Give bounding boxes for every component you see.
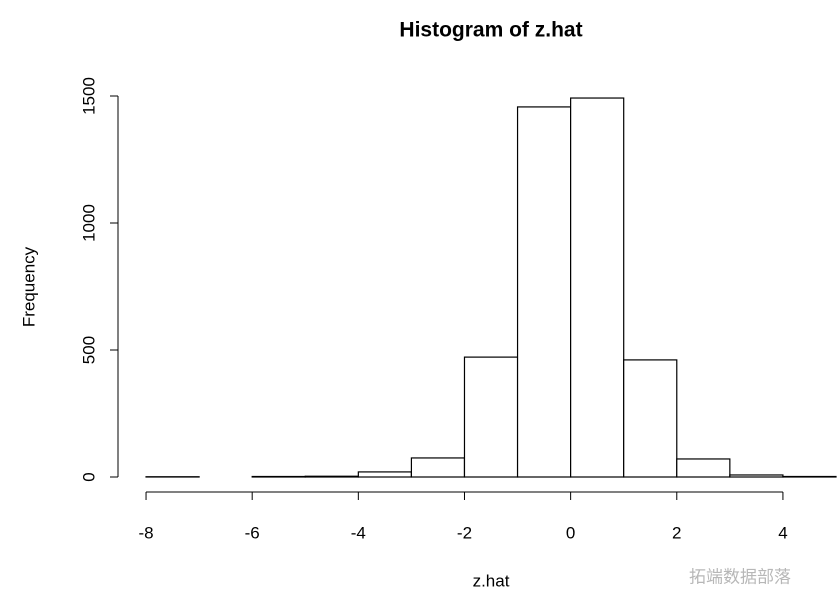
x-tick-label: 0 (566, 523, 575, 542)
bar (516, 106, 572, 478)
y-tick-label: 500 (79, 336, 98, 364)
y-tick-label: 0 (79, 472, 98, 481)
x-tick-label: -2 (457, 523, 472, 542)
x-axis-label: z.hat (473, 571, 510, 590)
bar (410, 457, 466, 478)
bar (676, 458, 731, 478)
x-tick-label: -6 (245, 523, 260, 542)
y-axis-label: Frequency (19, 246, 38, 327)
y-tick-label: 1000 (79, 204, 98, 242)
x-tick-label: -8 (138, 523, 153, 542)
watermark: 拓端数据部落 (689, 567, 791, 586)
bar (570, 97, 625, 478)
x-tick-label: 2 (672, 523, 681, 542)
bar (729, 474, 784, 478)
bar (463, 356, 519, 478)
bar (623, 359, 678, 478)
x-tick-label: 4 (778, 523, 787, 542)
y-tick-label: 1500 (79, 77, 98, 115)
bar (304, 475, 359, 478)
chart-title: Histogram of z.hat (399, 19, 582, 42)
bar (251, 475, 306, 478)
bar (782, 475, 837, 478)
x-tick-label: -4 (351, 523, 366, 542)
bar (357, 471, 413, 478)
